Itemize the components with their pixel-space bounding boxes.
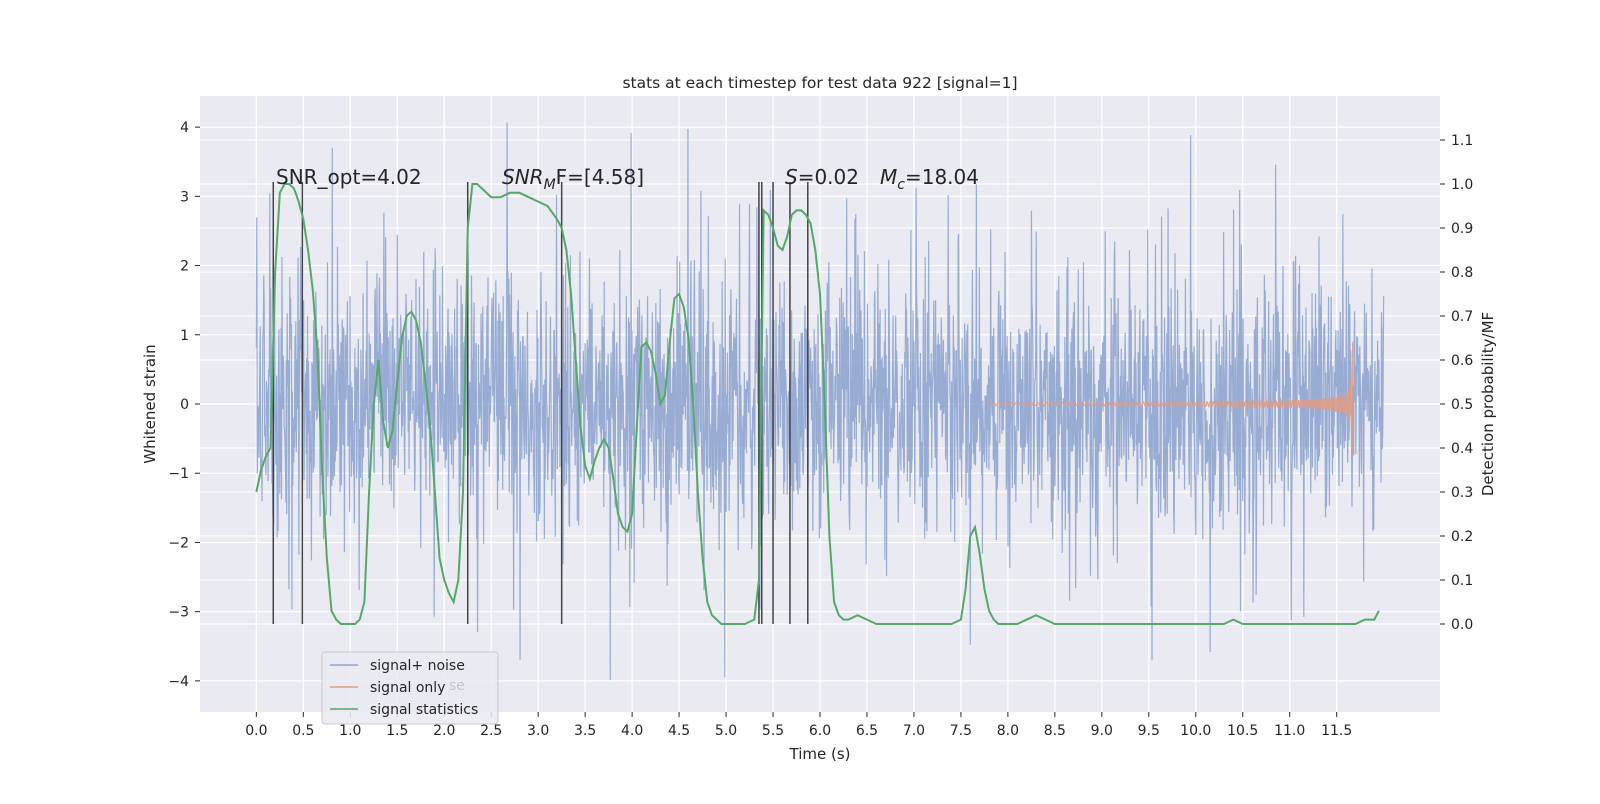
x-tick-label-1: 0.5 <box>292 723 314 739</box>
y-axis-right-label: Detection probability/MF <box>1479 312 1497 496</box>
x-tick-label-21: 10.5 <box>1227 723 1258 739</box>
series-signal-statistics <box>255 183 1380 625</box>
y-right-tick-label-9: 0.9 <box>1451 221 1473 237</box>
y-right-tick-label-6: 0.6 <box>1451 353 1473 369</box>
series-signal-noise <box>255 122 1385 681</box>
legend-label-signal-noise: signal+ noise <box>370 658 465 674</box>
series-line-signal-only <box>988 341 1354 456</box>
y-axis-left-ticks: −4 −3 −2 −1 0 1 2 3 4 <box>168 120 200 690</box>
annotation-snr-opt: SNR_opt=4.02 <box>276 165 422 189</box>
y-right-tick-label-0: 0.0 <box>1451 617 1473 633</box>
x-tick-label-18: 9.0 <box>1091 723 1113 739</box>
annotation-snr-mf-rest: F=[4.58] <box>556 165 644 189</box>
y-left-tick-label-6: 2 <box>180 259 189 275</box>
x-tick-label-3: 1.5 <box>386 723 408 739</box>
y-right-tick-label-10: 1.0 <box>1451 177 1473 193</box>
x-tick-label-6: 3.0 <box>527 723 549 739</box>
annotation-mc-rest: =18.04 <box>905 165 979 189</box>
series-line-signal-noise <box>255 122 1385 681</box>
legend-label-signal-statistics: signal statistics <box>370 702 478 718</box>
y-right-tick-label-4: 0.4 <box>1451 441 1473 457</box>
x-tick-label-12: 6.0 <box>809 723 831 739</box>
marker-lines <box>272 182 809 624</box>
x-tick-label-11: 5.5 <box>762 723 784 739</box>
annotation-snr-mf: SNRMF=[4.58] <box>502 165 644 193</box>
x-axis-label: Time (s) <box>789 745 851 763</box>
x-tick-label-15: 7.5 <box>950 723 972 739</box>
y-right-tick-label-7: 0.7 <box>1451 309 1473 325</box>
chart-title: stats at each timestep for test data 922… <box>622 74 1017 92</box>
annotation-snr-mf-sub: M <box>544 177 556 193</box>
annotations: SNR_opt=4.02 SNRMF=[4.58] S=0.02 Mc=18.0… <box>276 165 979 193</box>
x-tick-label-2: 1.0 <box>339 723 361 739</box>
x-tick-label-10: 5.0 <box>715 723 737 739</box>
x-tick-label-14: 7.0 <box>903 723 925 739</box>
x-tick-label-20: 10.0 <box>1180 723 1211 739</box>
x-tick-label-17: 8.5 <box>1044 723 1066 739</box>
y-axis-right-ticks: 0.0 0.1 0.2 0.3 0.4 0.5 0.6 0.7 0.8 0.9 1.0 1.1 <box>1440 133 1473 633</box>
x-tick-label-9: 4.5 <box>668 723 690 739</box>
series-line-signal-statistics <box>255 183 1380 625</box>
y-right-tick-label-8: 0.8 <box>1451 265 1473 281</box>
x-tick-label-0: 0.0 <box>245 723 267 739</box>
y-left-tick-label-2: −2 <box>168 535 189 551</box>
x-tick-label-7: 3.5 <box>574 723 596 739</box>
x-axis-ticks: 0.0 0.5 1.0 1.5 2.0 2.5 3.0 3.5 4.0 4.5 5.0 5.5 6.0 6… <box>245 712 1352 739</box>
x-tick-label-8: 4.0 <box>621 723 643 739</box>
x-tick-label-13: 6.5 <box>856 723 878 739</box>
x-tick-label-19: 9.5 <box>1138 723 1160 739</box>
annotation-s-main: S <box>785 165 798 189</box>
y-axis-left-label: Whitened strain <box>141 344 159 463</box>
y-left-tick-label-1: −3 <box>168 605 189 621</box>
x-tick-label-5: 2.5 <box>480 723 502 739</box>
y-left-tick-label-5: 1 <box>180 328 189 344</box>
y-left-tick-label-7: 3 <box>180 189 189 205</box>
legend: se signal+ noise signal only signal stat… <box>321 651 499 725</box>
y-right-tick-label-11: 1.1 <box>1451 133 1473 149</box>
legend-label-signal-only: signal only <box>370 680 445 696</box>
y-left-tick-label-3: −1 <box>168 466 189 482</box>
y-left-tick-label-8: 4 <box>180 120 189 136</box>
x-tick-label-16: 8.0 <box>997 723 1019 739</box>
y-right-tick-label-1: 0.1 <box>1451 573 1473 589</box>
y-right-tick-label-3: 0.3 <box>1451 485 1473 501</box>
annotation-s-rest: =0.02 <box>798 165 859 189</box>
legend-box <box>321 651 499 725</box>
y-right-tick-label-5: 0.5 <box>1451 397 1473 413</box>
annotation-snr-mf-main: SNR <box>502 165 544 189</box>
series-signal-only <box>988 341 1354 456</box>
annotation-s: S=0.02 <box>785 165 859 189</box>
annotation-mc-sub: c <box>897 177 905 193</box>
x-tick-label-22: 11.0 <box>1274 723 1305 739</box>
y-left-tick-label-0: −4 <box>168 674 189 690</box>
y-left-tick-label-4: 0 <box>180 397 189 413</box>
annotation-mc-main: M <box>880 165 897 189</box>
y-right-tick-label-2: 0.2 <box>1451 529 1473 545</box>
x-tick-label-23: 11.5 <box>1321 723 1352 739</box>
x-tick-label-4: 2.0 <box>433 723 455 739</box>
legend-ghost-text: se <box>449 678 465 694</box>
annotation-mc: Mc=18.04 <box>880 165 979 193</box>
